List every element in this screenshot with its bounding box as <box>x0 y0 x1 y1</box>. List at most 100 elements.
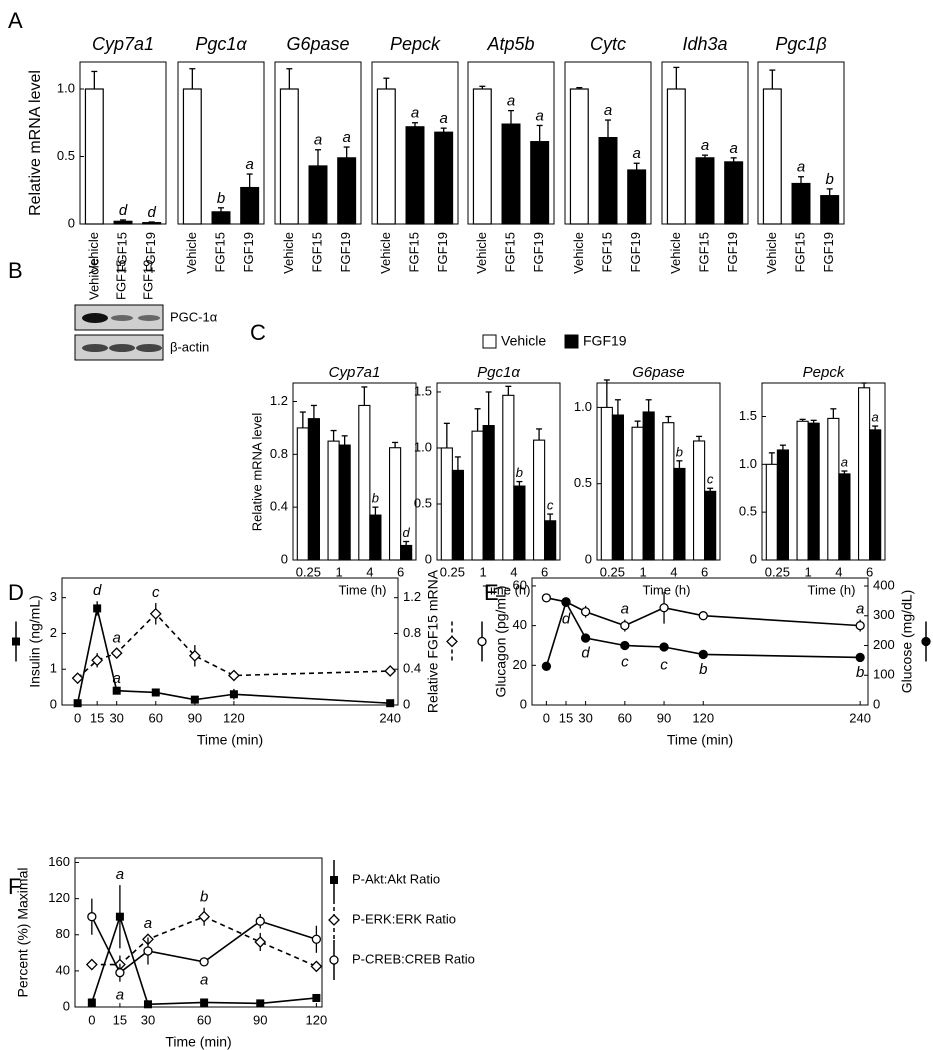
y2-axis-label: Relative FGF15 mRNA <box>425 569 441 713</box>
annotation: b <box>516 465 523 480</box>
x-axis-label: Time (h) <box>483 582 531 597</box>
marker <box>310 960 323 973</box>
x-axis-label: Time (h) <box>643 582 691 597</box>
marker <box>149 607 162 620</box>
marker <box>91 654 104 667</box>
y-tick-label: 0 <box>403 696 410 711</box>
panel-label: A <box>8 8 23 33</box>
y-tick-label: 160 <box>48 854 70 869</box>
y-tick-label: 0 <box>63 998 70 1013</box>
x-tick-label: 30 <box>109 710 123 725</box>
blot-band <box>138 315 160 321</box>
marker <box>198 910 211 923</box>
x-tick-label: 4 <box>366 564 373 579</box>
x-tick-label: 240 <box>379 710 401 725</box>
x-tick-label: Vehicle <box>378 232 393 274</box>
panel-title: Pgc1α <box>195 34 247 54</box>
bar <box>673 467 686 561</box>
band-label: β-actin <box>170 339 209 354</box>
annotation: a <box>245 156 253 173</box>
y-tick-label: 0.5 <box>414 495 432 510</box>
x-tick-label: 15 <box>559 710 573 725</box>
band-label: PGC-1α <box>170 309 218 324</box>
x-tick-label: 60 <box>149 710 163 725</box>
annotation: a <box>116 987 124 1004</box>
x-tick-label: FGF19 <box>531 232 546 272</box>
annotation: a <box>701 137 709 154</box>
marker <box>312 993 321 1002</box>
blot-band <box>82 344 108 352</box>
marker <box>188 649 201 662</box>
marker <box>855 620 865 631</box>
y-tick-label: 0 <box>50 696 57 711</box>
legend-label: P-CREB:CREB Ratio <box>352 951 475 966</box>
x-tick-label: 4 <box>835 564 842 579</box>
x-tick-label: Vehicle <box>184 232 199 274</box>
annotation: a <box>604 102 612 119</box>
annotation: d <box>93 582 102 599</box>
y-tick-label: 20 <box>513 657 527 672</box>
y-tick-label: 40 <box>56 962 70 977</box>
panel-title: Pepck <box>390 34 441 54</box>
marker <box>200 998 209 1007</box>
bar <box>502 394 515 561</box>
x-tick-label: Vehicle <box>668 232 683 274</box>
y-tick-label: 1.2 <box>403 589 421 604</box>
bar <box>598 137 618 225</box>
panel-label: D <box>8 580 24 605</box>
bar <box>501 123 521 225</box>
bar <box>631 426 644 561</box>
annotation: b <box>200 889 208 906</box>
legend-swatch <box>482 334 497 349</box>
blot-band <box>109 344 135 352</box>
annotation: d <box>562 610 571 627</box>
y-tick-label: 0 <box>750 551 757 566</box>
y-tick-label: 0 <box>68 215 75 230</box>
annotation: a <box>841 454 848 469</box>
marker <box>386 699 395 708</box>
annotation: a <box>411 105 419 122</box>
bar <box>142 222 162 225</box>
marker <box>561 597 571 608</box>
marker <box>71 672 84 685</box>
annotation: d <box>147 204 156 221</box>
bar <box>765 463 778 561</box>
panel-title: Cyp7a1 <box>329 364 381 381</box>
marker <box>255 916 265 926</box>
bar <box>533 439 546 561</box>
y-tick-label: 0.5 <box>739 504 757 519</box>
lane-label: FGF19 <box>140 260 155 300</box>
bar <box>544 520 557 561</box>
y-tick-label: 0 <box>585 551 592 566</box>
annotation: a <box>116 866 124 883</box>
bar <box>482 425 495 561</box>
panel-label: B <box>8 258 23 283</box>
bar <box>296 427 309 561</box>
bar <box>211 211 231 225</box>
panel-label: F <box>8 874 21 899</box>
bar <box>389 447 402 561</box>
panel-frame <box>292 382 417 561</box>
series-line <box>91 915 317 968</box>
x-tick-label: FGF15 <box>212 232 227 272</box>
annotation: b <box>372 491 379 506</box>
y-axis-label: Percent (%) Maximal <box>15 868 31 998</box>
x-tick-label: FGF15 <box>309 232 324 272</box>
annotation: a <box>439 110 447 127</box>
x-tick-label: 120 <box>692 710 714 725</box>
annotation: a <box>314 132 322 149</box>
bar <box>807 422 820 561</box>
panel-title: Pgc1α <box>477 364 520 381</box>
blot-band <box>111 315 133 321</box>
y-tick-label: 0.8 <box>403 625 421 640</box>
panel-frame <box>596 382 721 561</box>
bar <box>776 449 789 561</box>
marker <box>143 946 153 956</box>
y-tick-label: 0.5 <box>57 148 75 163</box>
marker <box>698 611 708 621</box>
lane-label: FGF15 <box>113 260 128 300</box>
x-tick-label: Vehicle <box>86 232 101 274</box>
y-tick-label: 120 <box>48 890 70 905</box>
y-tick-label: 0 <box>873 696 880 711</box>
bar <box>307 418 320 561</box>
